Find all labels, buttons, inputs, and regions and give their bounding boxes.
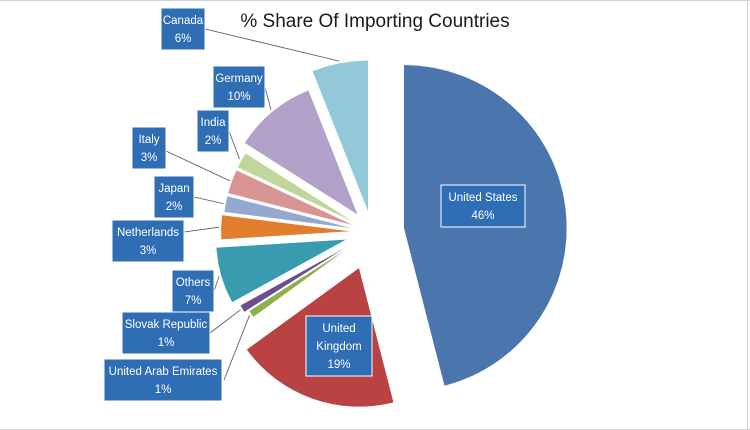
label-box-india: [196, 109, 230, 153]
leader-line-japan: [193, 196, 224, 205]
category-label-united-states: United States: [448, 192, 517, 204]
pie-slices: [215, 60, 568, 408]
slice-labels: United States 46% United Kingdom 19% United A…: [103, 7, 526, 402]
leader-line-germany: [264, 86, 272, 111]
label-box-united-states: [440, 184, 526, 228]
label-box-italy: [131, 126, 167, 170]
label-box-netherlands: [111, 219, 185, 263]
value-label-others: 7%: [185, 295, 202, 307]
label-box-canada: [160, 7, 206, 51]
label-box-united-kingdom: [305, 315, 373, 377]
leader-line-italy: [165, 150, 230, 182]
category-label-slovak-republic: Slovak Republic: [125, 319, 208, 331]
leader-line-others: [213, 276, 220, 292]
leader-line-united-arab-emirates: [223, 315, 250, 381]
leader-line-slovak-republic: [209, 309, 241, 334]
slice-germany: [244, 89, 359, 216]
value-label-netherlands: 3%: [140, 245, 157, 257]
leader-line-canada: [204, 28, 340, 62]
category-label-canada: Canada: [163, 15, 204, 27]
label-box-slovak-republic: [121, 311, 211, 355]
leader-line-india: [228, 130, 240, 160]
category-label-united-kingdom-1: Kingdom: [316, 341, 361, 353]
chart-title: % Share Of Importing Countries: [240, 11, 509, 32]
slice-canada: [311, 60, 369, 213]
category-label-netherlands: Netherlands: [117, 227, 179, 239]
slice-india: [237, 152, 357, 224]
value-label-italy: 3%: [141, 152, 158, 164]
category-label-united-arab-emirates: United Arab Emirates: [109, 366, 218, 378]
slice-italy: [227, 169, 356, 227]
value-label-united-kingdom: 19%: [327, 359, 350, 371]
category-label-japan: Japan: [158, 183, 189, 195]
value-label-japan: 2%: [166, 201, 183, 213]
slice-slovak-republic: [239, 245, 350, 313]
right-border: [747, 0, 748, 430]
slice-united-arab-emirates: [248, 246, 351, 318]
value-label-germany: 10%: [227, 91, 250, 103]
slice-netherlands: [220, 214, 353, 240]
value-label-slovak-republic: 1%: [158, 337, 175, 349]
value-label-united-arab-emirates: 1%: [155, 384, 172, 396]
value-label-canada: 6%: [175, 33, 192, 45]
label-box-united-arab-emirates: [103, 358, 223, 402]
label-box-others: [171, 269, 215, 313]
category-label-germany: Germany: [215, 73, 263, 85]
slice-others: [215, 239, 348, 303]
category-label-united-kingdom-0: United: [322, 323, 355, 335]
category-label-italy: Italy: [138, 134, 159, 146]
slice-japan: [223, 195, 355, 229]
label-box-germany: [212, 65, 266, 109]
leader-lines: [165, 28, 340, 381]
top-border: [0, 0, 750, 1]
leader-line-netherlands: [183, 226, 219, 233]
category-label-others: Others: [176, 277, 211, 289]
value-label-india: 2%: [205, 135, 222, 147]
category-label-india: India: [201, 117, 227, 129]
value-label-united-states: 46%: [471, 210, 494, 222]
label-box-japan: [153, 175, 195, 219]
